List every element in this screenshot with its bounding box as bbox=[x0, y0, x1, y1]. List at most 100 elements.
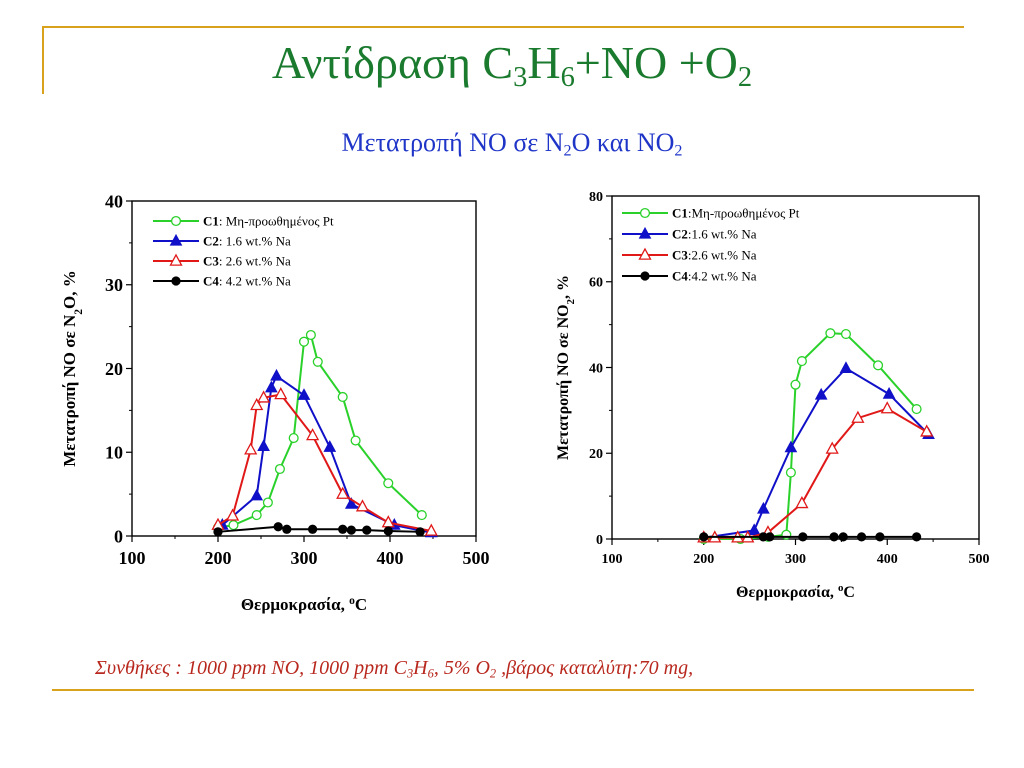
y-tick-label: 10 bbox=[105, 443, 123, 463]
data-point-c4 bbox=[911, 532, 922, 542]
legend-series-desc: : Μη-προωθημένος Pt bbox=[219, 214, 334, 229]
y-axis-title-text: Μετατροπή NO σε NO bbox=[555, 304, 572, 460]
legend-series-name: C2 bbox=[672, 227, 688, 242]
y-tick-label: 60 bbox=[589, 276, 603, 291]
x-tick-label: 100 bbox=[602, 552, 623, 567]
data-point-c3 bbox=[336, 486, 350, 499]
y-axis-title-subscript: 2 bbox=[565, 299, 577, 304]
legend-marker-c3 bbox=[169, 253, 183, 266]
data-point-c2 bbox=[264, 380, 278, 393]
series-c3 bbox=[697, 401, 934, 543]
data-point-c1 bbox=[298, 336, 310, 347]
series-c4 bbox=[699, 532, 922, 542]
bottom-rule bbox=[52, 689, 974, 691]
data-point-c2 bbox=[814, 387, 828, 400]
legend-series-name: C1 bbox=[672, 206, 688, 221]
legend-marker-c1 bbox=[639, 207, 651, 219]
legend-series-name: C4 bbox=[672, 269, 688, 284]
legend-series-desc: :1.6 wt.% Na bbox=[688, 227, 757, 242]
slide-subtitle: Μετατροπή NO σε N2O και NO2 bbox=[0, 128, 1024, 160]
series-line-c1 bbox=[703, 332, 918, 540]
data-point-c3 bbox=[244, 442, 258, 455]
series-line-c2 bbox=[703, 367, 930, 539]
data-point-c1 bbox=[337, 391, 348, 403]
data-point-c1 bbox=[790, 379, 801, 390]
legend-series-name: C3 bbox=[672, 248, 688, 263]
data-point-c1 bbox=[785, 467, 796, 478]
legend-series-desc: :Μη-προωθημένος Pt bbox=[688, 206, 800, 221]
data-point-c3 bbox=[355, 499, 370, 512]
data-point-c1 bbox=[383, 478, 394, 489]
data-point-c1 bbox=[796, 356, 807, 367]
legend-label-c4: C4:4.2 wt.% Na bbox=[672, 269, 757, 284]
data-point-c1 bbox=[873, 360, 884, 371]
legend-series-name: C1 bbox=[203, 214, 219, 229]
data-point-c2 bbox=[839, 361, 853, 373]
data-point-c4 bbox=[346, 525, 356, 535]
series-c1 bbox=[212, 329, 427, 533]
slide-title: Αντίδραση C3H6+NO +O2 bbox=[0, 36, 1024, 92]
legend-series-desc: : 4.2 wt.% Na bbox=[219, 274, 291, 289]
subtitle-text-2: O και NO bbox=[571, 128, 675, 157]
legend-series-name: C4 bbox=[203, 274, 219, 289]
data-point-c2 bbox=[257, 439, 270, 452]
data-point-c2 bbox=[784, 440, 798, 453]
title-text-3: +NO +O bbox=[574, 37, 738, 88]
data-point-c4 bbox=[273, 522, 283, 532]
legend-marker-c4 bbox=[640, 271, 650, 281]
conditions-footnote: Συνθήκες : 1000 ppm NO, 1000 ppm C3H6, 5… bbox=[95, 657, 693, 680]
y-tick-label: 40 bbox=[589, 361, 603, 376]
data-point-c4 bbox=[798, 532, 808, 542]
y-axis-title-unit: O, % bbox=[60, 270, 79, 309]
data-point-c2 bbox=[323, 440, 337, 452]
legend-label-c2: C2: 1.6 wt.% Na bbox=[203, 234, 291, 249]
data-point-c1 bbox=[840, 329, 852, 340]
legend-label-c4: C4: 4.2 wt.% Na bbox=[203, 274, 291, 289]
title-sub-3: 2 bbox=[737, 61, 753, 93]
left-rule bbox=[42, 26, 44, 94]
legend-series-desc: : 2.6 wt.% Na bbox=[219, 254, 291, 269]
x-tick-label: 200 bbox=[693, 552, 714, 567]
x-tick-label: 400 bbox=[377, 548, 404, 568]
data-point-c3 bbox=[825, 441, 839, 454]
data-point-c1 bbox=[416, 510, 427, 521]
legend-series-desc: :4.2 wt.% Na bbox=[688, 269, 757, 284]
x-tick-label: 300 bbox=[785, 552, 806, 567]
data-point-c4 bbox=[307, 524, 318, 534]
legend-series-name: C2 bbox=[203, 234, 219, 249]
legend-marker-c2 bbox=[638, 226, 652, 239]
y-tick-label: 80 bbox=[589, 190, 603, 205]
data-point-c2 bbox=[882, 386, 896, 399]
series-c3 bbox=[211, 387, 438, 536]
data-point-c3 bbox=[250, 397, 264, 411]
data-point-c4 bbox=[875, 532, 885, 542]
data-point-c1 bbox=[288, 432, 299, 444]
y-axis-title: Μετατροπή NO σε NO2, % bbox=[555, 275, 577, 460]
y-axis-title-subscript: 2 bbox=[72, 309, 85, 315]
x-axis-title-degree: o bbox=[838, 582, 844, 594]
x-axis-title: Θερμοκρασία, oC bbox=[241, 594, 367, 615]
x-axis-title-unit: C bbox=[843, 584, 855, 601]
x-axis-title: Θερμοκρασία, oC bbox=[736, 582, 855, 601]
data-point-c4 bbox=[362, 525, 372, 535]
series-c1 bbox=[698, 328, 922, 545]
data-point-c4 bbox=[838, 532, 848, 542]
legend-marker-c2 bbox=[169, 233, 183, 246]
y-tick-label: 40 bbox=[105, 191, 123, 211]
y-axis-title-text: Μετατροπή NO σε N bbox=[60, 314, 79, 467]
footnote-text-3: , 5% O bbox=[433, 657, 490, 679]
data-point-c3 bbox=[795, 495, 809, 509]
data-point-c3 bbox=[424, 523, 438, 536]
x-tick-label: 100 bbox=[119, 548, 146, 568]
data-point-c4 bbox=[282, 524, 292, 534]
plot-frame bbox=[611, 195, 980, 540]
legend-label-c2: C2:1.6 wt.% Na bbox=[672, 227, 757, 242]
subtitle-sub-2: 2 bbox=[674, 142, 683, 160]
title-text-2: H bbox=[527, 37, 561, 88]
x-axis-title-text: Θερμοκρασία, bbox=[736, 584, 838, 601]
footnote-text-4: ,βάρος καταλύτη:70 mg, bbox=[496, 657, 694, 679]
footnote-text-1: Συνθήκες : 1000 ppm NO, 1000 ppm C bbox=[95, 657, 407, 679]
data-point-c2 bbox=[297, 388, 311, 400]
